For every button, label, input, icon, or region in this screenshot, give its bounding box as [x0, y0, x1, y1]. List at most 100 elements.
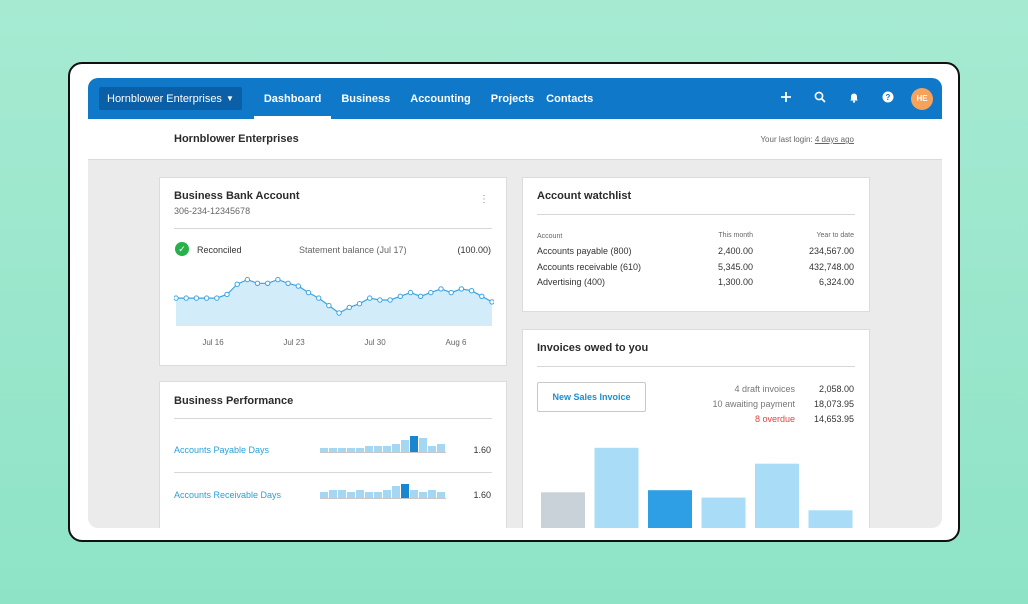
balance-point — [316, 295, 322, 301]
sparkbar — [374, 492, 382, 498]
sparkbar — [392, 444, 400, 452]
balance-point — [183, 295, 189, 301]
watchlist-row-account[interactable]: Advertising (400) — [537, 277, 606, 287]
balance-point — [438, 286, 444, 292]
balance-point — [458, 286, 465, 292]
watchlist-row-account[interactable]: Accounts payable (800) — [537, 246, 632, 256]
sparkbar — [410, 490, 418, 498]
bank-account-card: Business Bank Account 306-234-12345678 ⋮… — [159, 177, 507, 366]
statement-balance-value: (100.00) — [457, 245, 491, 255]
balance-point — [203, 295, 210, 301]
overdue-invoices-link[interactable]: 8 overdue — [754, 414, 795, 424]
organization-selector[interactable]: Hornblower Enterprises ▼ — [99, 87, 242, 110]
nav-accounting[interactable]: Accounting — [410, 92, 471, 105]
top-navigation-bar: Hornblower Enterprises ▼ Dashboard Busin… — [88, 78, 942, 119]
balance-point — [448, 289, 454, 296]
balance-point — [479, 293, 485, 299]
awaiting-payment-link[interactable]: 10 awaiting payment — [712, 399, 795, 409]
draft-invoices-link[interactable]: 4 draft invoices — [734, 384, 795, 394]
balance-point — [489, 299, 494, 305]
last-login: Your last login: 4 days ago — [760, 135, 854, 144]
business-performance-title: Business Performance — [174, 395, 294, 407]
sparkbar — [347, 492, 355, 498]
watchlist-row-this-month: 2,400.00 — [717, 246, 753, 256]
invoice-bar — [648, 490, 692, 528]
watchlist-row-this-month: 5,345.00 — [717, 262, 753, 272]
x-tick-label: Aug 6 — [445, 338, 467, 347]
business-performance-card: Business Performance Accounts Payable Da… — [159, 381, 507, 528]
device-frame: Hornblower Enterprises ▼ Dashboard Busin… — [68, 62, 960, 542]
sparkbar — [365, 492, 373, 498]
invoices-bar-chart — [541, 447, 853, 528]
balance-point — [387, 297, 393, 303]
bank-balance-chart — [174, 276, 494, 326]
sparkbar — [356, 448, 364, 452]
balance-point — [275, 276, 281, 283]
reconciled-status: Reconciled — [197, 245, 242, 255]
avatar[interactable]: HE — [911, 87, 933, 110]
bell-icon[interactable] — [837, 91, 871, 106]
invoice-bar — [755, 463, 799, 528]
plus-icon[interactable] — [769, 91, 803, 106]
balance-point — [244, 276, 251, 283]
accounts-payable-days-value: 1.60 — [473, 445, 491, 455]
balance-point — [407, 289, 414, 296]
sparkbar — [401, 440, 409, 452]
column-header-this-month: This month — [718, 232, 753, 239]
x-tick-label: Jul 23 — [283, 338, 305, 347]
watchlist-row-year-to-date: 6,324.00 — [818, 277, 854, 287]
sparkbar — [320, 492, 328, 498]
divider — [174, 418, 492, 419]
svg-text:?: ? — [886, 93, 891, 102]
toolbar-icons: ? HE — [769, 78, 933, 119]
watchlist-row-year-to-date: 234,567.00 — [808, 246, 854, 256]
sparkbar — [392, 486, 400, 498]
nav-projects[interactable]: Projects — [490, 92, 535, 105]
column-header-account: Account — [537, 233, 563, 240]
accounts-receivable-days-link[interactable]: Accounts Receivable Days — [174, 490, 282, 500]
divider — [537, 214, 855, 215]
nav-business[interactable]: Business — [341, 92, 391, 105]
overdue-invoices-value: 14,653.95 — [813, 414, 854, 424]
watchlist-row-account[interactable]: Accounts receivable (610) — [537, 262, 642, 272]
new-sales-invoice-button[interactable]: New Sales Invoice — [537, 382, 646, 412]
sparkbar — [383, 490, 391, 498]
caret-down-icon: ▼ — [225, 94, 234, 103]
balance-point — [397, 293, 404, 299]
main-nav: Dashboard Business Accounting Projects C… — [253, 78, 603, 119]
sparkbar — [356, 490, 364, 498]
search-icon[interactable] — [803, 91, 837, 106]
divider — [174, 228, 492, 229]
watchlist-row-this-month: 1,300.00 — [717, 277, 753, 287]
accounts-receivable-sparkbars — [320, 484, 446, 499]
balance-point — [214, 295, 220, 301]
balance-point — [193, 295, 200, 301]
page-header: Hornblower Enterprises Your last login: … — [88, 119, 942, 160]
sparkbar — [374, 446, 382, 452]
sparkbar — [401, 484, 409, 498]
sparkbar — [419, 438, 427, 452]
balance-point — [234, 281, 240, 287]
sparkbar — [329, 448, 337, 452]
bank-account-number: 306-234-12345678 — [174, 206, 251, 216]
nav-dashboard[interactable]: Dashboard — [253, 78, 332, 119]
invoices-owed-title: Invoices owed to you — [537, 342, 649, 354]
sparkbar — [338, 490, 346, 498]
sparkbar — [410, 436, 418, 452]
balance-point — [265, 280, 271, 287]
balance-point — [254, 280, 261, 287]
sparkbar — [437, 492, 445, 498]
nav-contacts[interactable]: Contacts — [546, 92, 594, 105]
awaiting-payment-value: 18,073.95 — [813, 399, 854, 409]
help-icon[interactable]: ? — [871, 91, 905, 106]
last-login-link[interactable]: 4 days ago — [814, 135, 854, 144]
accounts-payable-days-link[interactable]: Accounts Payable Days — [174, 445, 270, 455]
bank-account-title: Business Bank Account — [174, 190, 300, 202]
statement-balance-label: Statement balance (Jul 17) — [299, 245, 407, 255]
sparkbar — [347, 448, 355, 452]
more-options-icon[interactable]: ⋮ — [479, 194, 489, 205]
draft-invoices-value: 2,058.00 — [818, 384, 854, 394]
balance-point — [224, 291, 230, 298]
invoice-bar — [594, 447, 639, 528]
sparkbar — [338, 448, 346, 452]
